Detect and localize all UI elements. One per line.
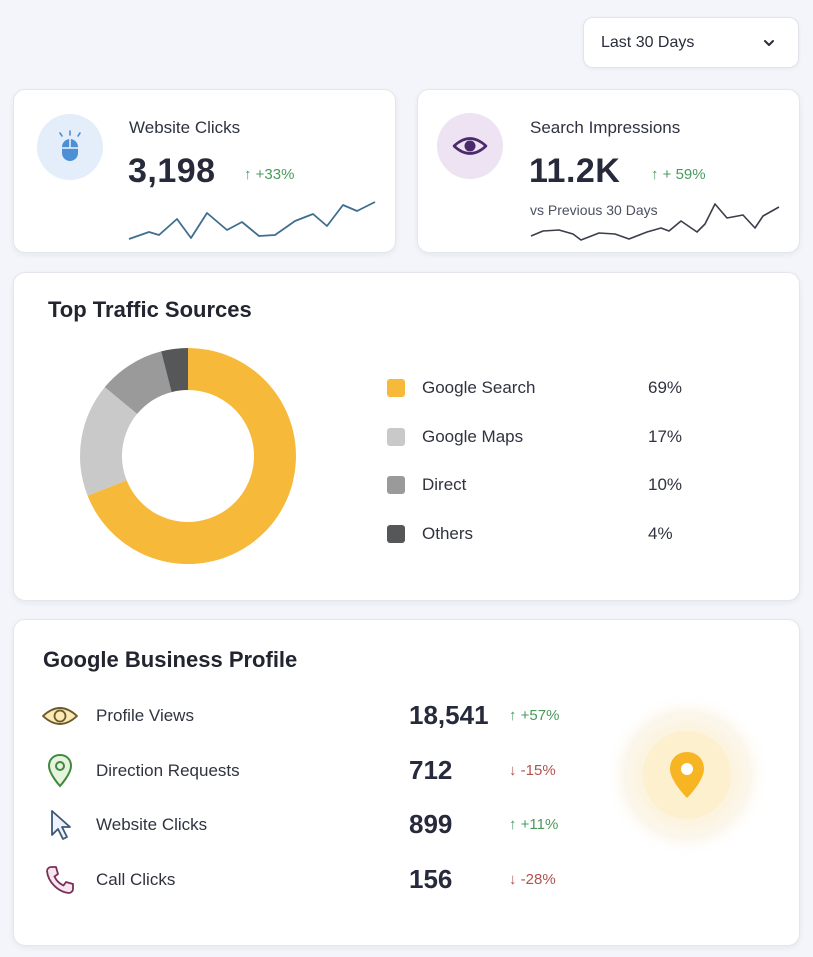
legend-swatch (387, 379, 405, 397)
legend-item: Google Search 69% (387, 376, 687, 400)
chevron-down-icon (764, 39, 774, 46)
legend-percent: 69% (648, 378, 683, 397)
metric-delta: ↓ -28% (509, 871, 556, 888)
date-range-dropdown[interactable]: Last 30 Days (583, 17, 799, 68)
map-pin-icon (670, 752, 704, 798)
map-pin-badge-inner (643, 731, 731, 819)
kpi-delta: ↑ +33% (244, 166, 295, 183)
legend-item: Others 4% (387, 522, 687, 546)
legend-percent: 4% (648, 524, 673, 543)
legend-percent: 10% (648, 475, 683, 494)
legend-label: Direct (422, 475, 467, 494)
cursor-icon (39, 809, 81, 841)
metric-label: Website Clicks (96, 815, 208, 834)
donut-slice-direct (104, 351, 172, 414)
metric-delta: ↓ -15% (509, 762, 556, 779)
website-clicks-sparkline (128, 201, 376, 240)
website-clicks-card: Website Clicks 3,198 ↑ +33% (13, 89, 396, 253)
metric-value: 18,541 (409, 700, 489, 730)
metric-delta: ↑ +57% (509, 707, 560, 724)
traffic-donut-chart (80, 348, 296, 564)
kpi-title: Search Impressions (530, 118, 681, 137)
kpi-delta: ↑ + 59% (651, 166, 706, 183)
legend-label: Google Maps (422, 427, 524, 446)
metric-row-direction-requests: Direction Requests 712 ↓ -15% (39, 751, 579, 791)
donut-slice-others (161, 348, 188, 393)
search-impressions-sparkline (530, 203, 780, 241)
legend-item: Google Maps 17% (387, 425, 687, 449)
donut-slice-google-search (87, 348, 296, 564)
legend-percent: 17% (648, 427, 683, 446)
kpi-title: Website Clicks (129, 118, 241, 137)
kpi-value: 11.2K (529, 152, 621, 190)
legend-swatch (387, 428, 405, 446)
metric-row-call-clicks: Call Clicks 156 ↓ -28% (39, 860, 579, 900)
legend-swatch (387, 476, 405, 494)
section-title: Top Traffic Sources (48, 297, 252, 322)
legend-label: Others (422, 524, 474, 543)
metric-row-website-clicks: Website Clicks 899 ↑ +11% (39, 805, 579, 845)
legend-swatch (387, 525, 405, 543)
metric-value: 156 (409, 864, 453, 894)
eye-icon (39, 700, 81, 732)
legend-label: Google Search (422, 378, 536, 397)
kpi-value: 3,198 (128, 152, 216, 190)
map-pin-badge (622, 710, 752, 840)
mouse-icon (37, 114, 103, 180)
search-impressions-card: Search Impressions 11.2K ↑ + 59% vs Prev… (417, 89, 800, 253)
donut-slice-google-maps (80, 387, 138, 496)
metric-label: Call Clicks (96, 870, 176, 889)
comparison-note: vs Previous 30 Days (530, 202, 658, 218)
eye-icon (437, 113, 503, 179)
phone-icon (39, 864, 81, 896)
date-range-label: Last 30 Days (601, 33, 695, 51)
traffic-sources-card: Top Traffic Sources Google Search 69% Go… (13, 272, 800, 601)
metric-value: 899 (409, 809, 453, 839)
metric-delta: ↑ +11% (509, 816, 559, 833)
metric-value: 712 (409, 755, 453, 785)
legend-item: Direct 10% (387, 473, 687, 497)
metric-row-profile-views: Profile Views 18,541 ↑ +57% (39, 696, 579, 736)
section-title: Google Business Profile (43, 647, 298, 672)
metric-label: Direction Requests (96, 761, 240, 780)
location-pin-icon (39, 753, 81, 788)
metric-label: Profile Views (96, 706, 194, 725)
